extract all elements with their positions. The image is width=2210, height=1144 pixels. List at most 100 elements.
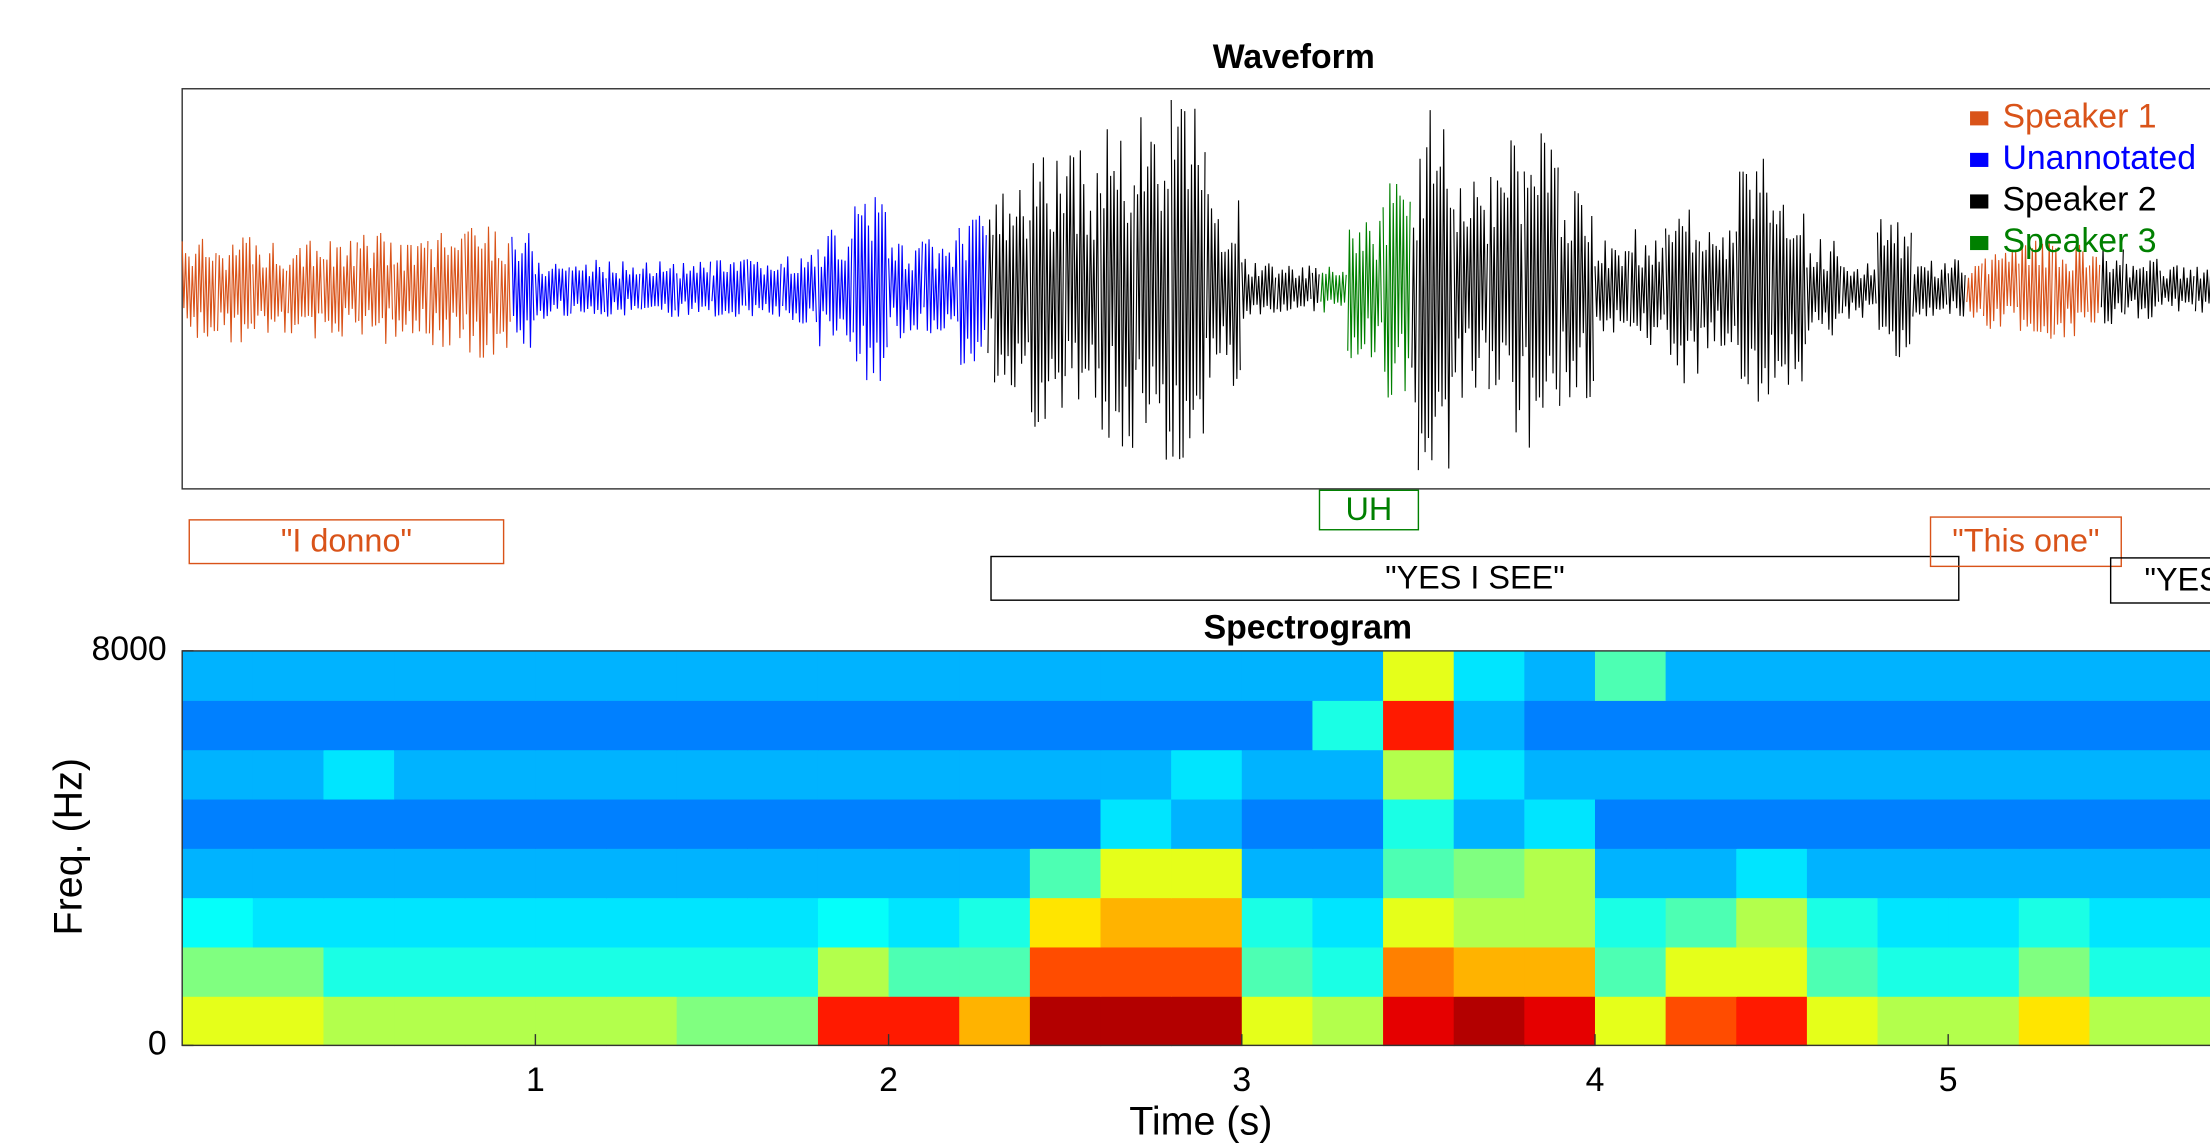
spectrogram-cell xyxy=(747,996,819,1047)
spectrogram-cell xyxy=(1241,700,1314,751)
legend-label: Unannotated xyxy=(2002,139,2196,177)
waveform-envelope xyxy=(1205,194,1241,386)
spectrogram-cell xyxy=(1594,700,1667,751)
spectrogram-cell xyxy=(1453,700,1526,751)
spectrogram-cell xyxy=(1312,897,1384,948)
spectrogram-cell xyxy=(1029,650,1102,701)
spectrogram-cell xyxy=(182,650,254,701)
spectrogram-cell xyxy=(1594,897,1667,948)
spectrogram-cell xyxy=(888,996,960,1047)
spectrogram-cell xyxy=(394,700,466,751)
waveform-trace xyxy=(1629,229,1665,346)
spectrogram-cell xyxy=(1383,946,1455,997)
spectrogram-cell xyxy=(1948,798,2020,849)
spectrogram-cell xyxy=(2160,798,2210,849)
annotation-text: "This one" xyxy=(1952,523,2099,559)
spectrogram-cell xyxy=(2018,897,2091,948)
spectrogram-cell xyxy=(959,996,1031,1047)
spectrogram-cell xyxy=(1171,946,1243,997)
waveform-trace xyxy=(1966,263,1983,318)
spectrogram-cell xyxy=(535,897,607,948)
spectrogram-cell xyxy=(888,700,960,751)
spectrogram-cell xyxy=(182,946,254,997)
spectrogram-cell xyxy=(1029,897,1102,948)
waveform-trace xyxy=(216,237,252,343)
spectrogram-cell xyxy=(1665,946,1737,997)
waveform-envelope xyxy=(1311,266,1347,313)
annotation-box xyxy=(188,519,505,565)
waveform-envelope xyxy=(640,261,676,317)
spectrogram-cell xyxy=(1806,650,1879,701)
waveform-trace xyxy=(711,259,747,317)
spectrogram-cell xyxy=(817,700,890,751)
spectrogram-cell xyxy=(1665,996,1737,1047)
spectrogram-cell xyxy=(394,848,466,899)
spectrogram-cell xyxy=(182,897,254,948)
spectrogram-cell xyxy=(323,700,395,751)
waveform-trace xyxy=(1135,117,1171,460)
spectrogram-cell xyxy=(323,650,395,701)
waveform-trace xyxy=(1453,181,1489,398)
spectrogram-cell xyxy=(817,798,890,849)
spectrogram-cell xyxy=(2160,996,2210,1047)
waveform-trace xyxy=(2053,244,2089,338)
spectrogram-cell xyxy=(676,946,749,997)
waveform-envelope xyxy=(393,241,429,337)
spectrogram-cell xyxy=(1171,749,1243,800)
waveform-title: Waveform xyxy=(1213,38,1375,76)
spectrogram-cell xyxy=(182,996,254,1047)
spectrogram-cell xyxy=(1524,798,1596,849)
spectrogram-cell xyxy=(606,848,678,899)
spectrogram-cell xyxy=(676,996,749,1047)
spectrogram-cell xyxy=(464,700,537,751)
spectrogram-cell xyxy=(747,650,819,701)
spectrogram-cell xyxy=(1736,798,1808,849)
spectrogram-cell xyxy=(1948,749,2020,800)
spectrogram-cell xyxy=(2089,749,2161,800)
spectrogram-cell xyxy=(959,848,1031,899)
spectrogram-cell xyxy=(1171,996,1243,1047)
waveform-envelope xyxy=(782,254,818,324)
spectrogram-cell xyxy=(1524,749,1596,800)
spectrogram-cell xyxy=(1171,798,1243,849)
waveform-trace xyxy=(1417,110,1453,471)
spectrogram-cell xyxy=(1665,897,1737,948)
spectrogram-cell xyxy=(1100,749,1172,800)
x-axis-label: Time (s) xyxy=(1129,1100,1272,1144)
waveform-envelope xyxy=(1276,265,1312,312)
spectrogram-cell xyxy=(1100,650,1172,701)
waveform-trace xyxy=(676,261,712,317)
waveform-trace xyxy=(987,219,994,354)
waveform-envelope xyxy=(1876,219,1912,358)
annotation-text: "I donno" xyxy=(281,523,412,559)
spectrogram-cell xyxy=(1806,848,1879,899)
spectrogram-cell xyxy=(1948,650,2020,701)
spectrogram-cell xyxy=(1736,897,1808,948)
spectrogram-cell xyxy=(2018,650,2091,701)
spectrogram-cell xyxy=(1029,700,1102,751)
spectrogram-cell xyxy=(1241,848,1314,899)
spectrogram-cell xyxy=(1241,650,1314,701)
waveform-envelope xyxy=(2088,248,2124,325)
legend-label: Speaker 3 xyxy=(2002,222,2156,260)
waveform-envelope xyxy=(1241,258,1277,319)
spectrogram-cell xyxy=(1524,848,1596,899)
annotation-text: UH xyxy=(1346,491,1393,527)
spectrogram-cell xyxy=(1383,749,1455,800)
spectrogram-cell xyxy=(535,996,607,1047)
spectrogram-cell xyxy=(1524,700,1596,751)
spectrogram-cell xyxy=(1806,946,1879,997)
waveform-trace xyxy=(1770,204,1806,385)
legend-swatch xyxy=(1970,235,1989,251)
spectrogram-cell xyxy=(1171,700,1243,751)
waveform-envelope xyxy=(2018,240,2054,339)
spectrogram-frame xyxy=(181,650,2210,1047)
spectrogram-cell xyxy=(252,897,325,948)
spectrogram-cell xyxy=(1029,996,1102,1047)
waveform-envelope xyxy=(1099,129,1135,448)
spectrogram-cell xyxy=(888,946,960,997)
spectrogram-cell xyxy=(1877,996,1949,1047)
waveform-envelope xyxy=(322,240,358,337)
waveform-trace xyxy=(1029,157,1065,427)
